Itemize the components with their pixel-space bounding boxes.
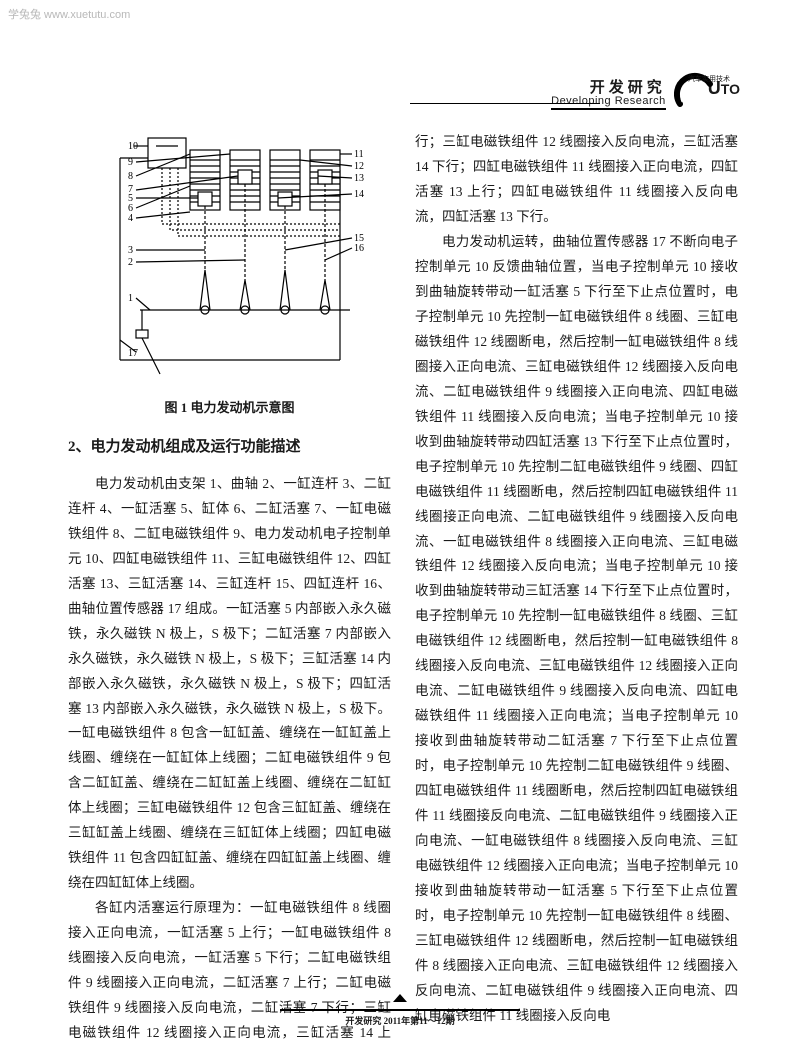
svg-text:10: 10	[128, 141, 138, 152]
svg-text:4: 4	[128, 213, 133, 224]
svg-text:2: 2	[128, 257, 133, 268]
engine-diagram-icon: 10 9 8 7 5 6 4 3 2 1 17 11 12 13 14 15 1…	[90, 130, 370, 390]
svg-text:8: 8	[128, 171, 133, 182]
footer-rule	[280, 1009, 520, 1011]
logo-subtitle: 汽车实用技术	[688, 74, 730, 84]
svg-text:11: 11	[354, 149, 364, 160]
footer-triangle-icon	[393, 994, 407, 1002]
svg-text:9: 9	[128, 157, 133, 168]
paragraph-3: 电力发动机运转，曲轴位置传感器 17 不断向电子控制单元 10 反馈曲轴位置，当…	[415, 230, 738, 1029]
watermark-text: 学兔兔 www.xuetutu.com	[8, 6, 130, 22]
section-title: 2、电力发动机组成及运行功能描述	[68, 434, 391, 462]
figure-caption: 图 1 电力发动机示意图	[68, 396, 391, 420]
svg-text:3: 3	[128, 245, 133, 256]
figure-1: 10 9 8 7 5 6 4 3 2 1 17 11 12 13 14 15 1…	[68, 130, 391, 420]
footer-text: 开发研究 2011年第11～12期	[0, 1014, 800, 1027]
header-title-zh: 开发研究	[551, 76, 666, 97]
svg-text:14: 14	[354, 189, 364, 200]
svg-text:12: 12	[354, 161, 364, 172]
svg-text:16: 16	[354, 243, 364, 254]
paragraph-1: 电力发动机由支架 1、曲轴 2、一缸连杆 3、二缸连杆 4、一缸活塞 5、缸体 …	[68, 472, 391, 896]
main-content: 10 9 8 7 5 6 4 3 2 1 17 11 12 13 14 15 1…	[68, 130, 738, 989]
svg-text:17: 17	[128, 348, 138, 359]
page-footer: 开发研究 2011年第11～12期	[0, 991, 800, 1027]
header-rule	[410, 103, 600, 104]
header-title-block: 开发研究 Developing Research	[551, 76, 666, 110]
svg-text:1: 1	[128, 293, 133, 304]
svg-text:13: 13	[354, 173, 364, 184]
